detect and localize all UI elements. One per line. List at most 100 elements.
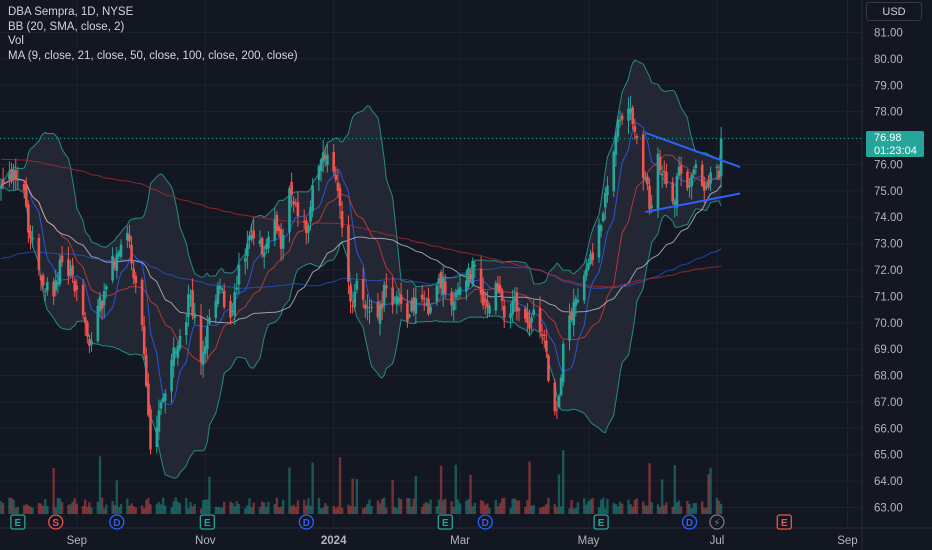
candle: [553, 378, 557, 416]
event-marker[interactable]: D: [109, 514, 125, 530]
candle-body: [142, 325, 146, 355]
candle: [393, 295, 397, 304]
legend-symbol[interactable]: DBA Sempra, 1D, NYSE: [8, 6, 134, 18]
candle: [10, 162, 13, 184]
volume-bar: [385, 507, 388, 514]
event-marker[interactable]: E: [437, 514, 453, 530]
volume-bar: [25, 504, 28, 514]
candle-body: [317, 166, 321, 180]
candle: [454, 288, 458, 310]
volume-bar: [378, 503, 382, 514]
event-marker[interactable]: D: [681, 514, 698, 530]
volume-bar: [450, 501, 453, 514]
event-marker[interactable]: D: [477, 514, 493, 530]
candle-body: [370, 306, 373, 308]
event-marker[interactable]: E: [593, 514, 609, 530]
volume-bar: [267, 501, 270, 514]
legend-moving-averages[interactable]: MA (9, close, 21, close, 50, close, 100,…: [8, 49, 298, 62]
candle-body: [277, 226, 281, 232]
candle-body: [117, 251, 121, 257]
candle: [260, 236, 264, 258]
volume-bar: [663, 505, 666, 514]
candle: [376, 293, 380, 321]
candle-body: [159, 401, 163, 409]
candle-body: [243, 258, 247, 262]
volume-bars: [0, 450, 723, 514]
candle: [203, 336, 207, 362]
candle-body: [248, 235, 251, 240]
candle: [612, 149, 616, 198]
candle-body: [542, 334, 546, 336]
event-marker-letter: E: [781, 518, 788, 529]
volume-bar: [370, 506, 373, 514]
candle: [134, 272, 138, 294]
candle: [292, 195, 295, 213]
candle-body: [414, 298, 418, 314]
volume-bar: [324, 503, 327, 514]
volume-bar: [355, 479, 359, 514]
candle-body: [216, 286, 220, 305]
candle: [677, 156, 681, 178]
candle: [294, 198, 298, 208]
candle: [237, 252, 241, 295]
candle: [570, 307, 573, 323]
volume-bar: [145, 499, 148, 514]
event-marker[interactable]: D: [298, 514, 314, 530]
event-marker-letter: E: [442, 518, 449, 529]
candle: [486, 291, 489, 319]
candle: [397, 288, 401, 307]
volume-bar: [132, 506, 135, 514]
currency-button[interactable]: USD: [866, 2, 922, 21]
volume-bar: [178, 503, 182, 514]
volume-bar: [679, 506, 683, 514]
price-tick-label: 65.00: [874, 450, 903, 462]
volume-bar: [27, 505, 30, 514]
legend-bollinger[interactable]: BB (20, SMA, close, 2): [8, 20, 125, 33]
earnings-marker-icon: [776, 514, 792, 530]
candle-body: [618, 119, 622, 121]
volume-bar: [305, 505, 308, 514]
candle-body: [380, 303, 384, 309]
candle: [41, 272, 45, 292]
candle-body: [184, 322, 188, 336]
candle: [656, 147, 660, 218]
candle: [395, 291, 399, 315]
volume-bar: [703, 507, 706, 514]
candle-body: [201, 351, 205, 365]
candle: [673, 198, 677, 218]
candle: [555, 400, 559, 420]
volume-bar: [275, 497, 279, 514]
volume-bar: [511, 498, 514, 514]
event-marker[interactable]: S: [48, 514, 64, 530]
event-marker[interactable]: E: [199, 514, 216, 530]
candle: [281, 228, 285, 260]
volume-bar: [604, 508, 607, 514]
volume-bar: [690, 508, 693, 514]
event-markers: E S D E D E D E D ⚡ E: [10, 514, 792, 530]
candle: [144, 347, 148, 388]
candle: [532, 298, 536, 318]
candle: [627, 97, 630, 134]
volume-bar: [429, 499, 432, 514]
volume-bar: [412, 498, 415, 514]
candle-body: [128, 234, 131, 242]
volume-bar: [303, 499, 306, 514]
volume-bar: [258, 507, 262, 514]
candle-body: [429, 306, 432, 313]
candle: [222, 283, 226, 310]
event-marker[interactable]: ⚡: [709, 514, 725, 530]
volume-bar: [513, 498, 516, 514]
legend-volume[interactable]: Vol: [8, 35, 24, 47]
candle-body: [294, 203, 298, 205]
volume-bar: [29, 506, 32, 514]
candle-body: [67, 259, 70, 277]
candle-body: [650, 205, 653, 209]
volume-bar: [292, 504, 295, 514]
candle: [60, 245, 64, 267]
volume-bar: [54, 507, 57, 514]
candle-body: [559, 377, 563, 395]
event-marker[interactable]: E: [10, 514, 26, 530]
candle: [355, 273, 359, 294]
event-marker[interactable]: E: [776, 514, 792, 530]
